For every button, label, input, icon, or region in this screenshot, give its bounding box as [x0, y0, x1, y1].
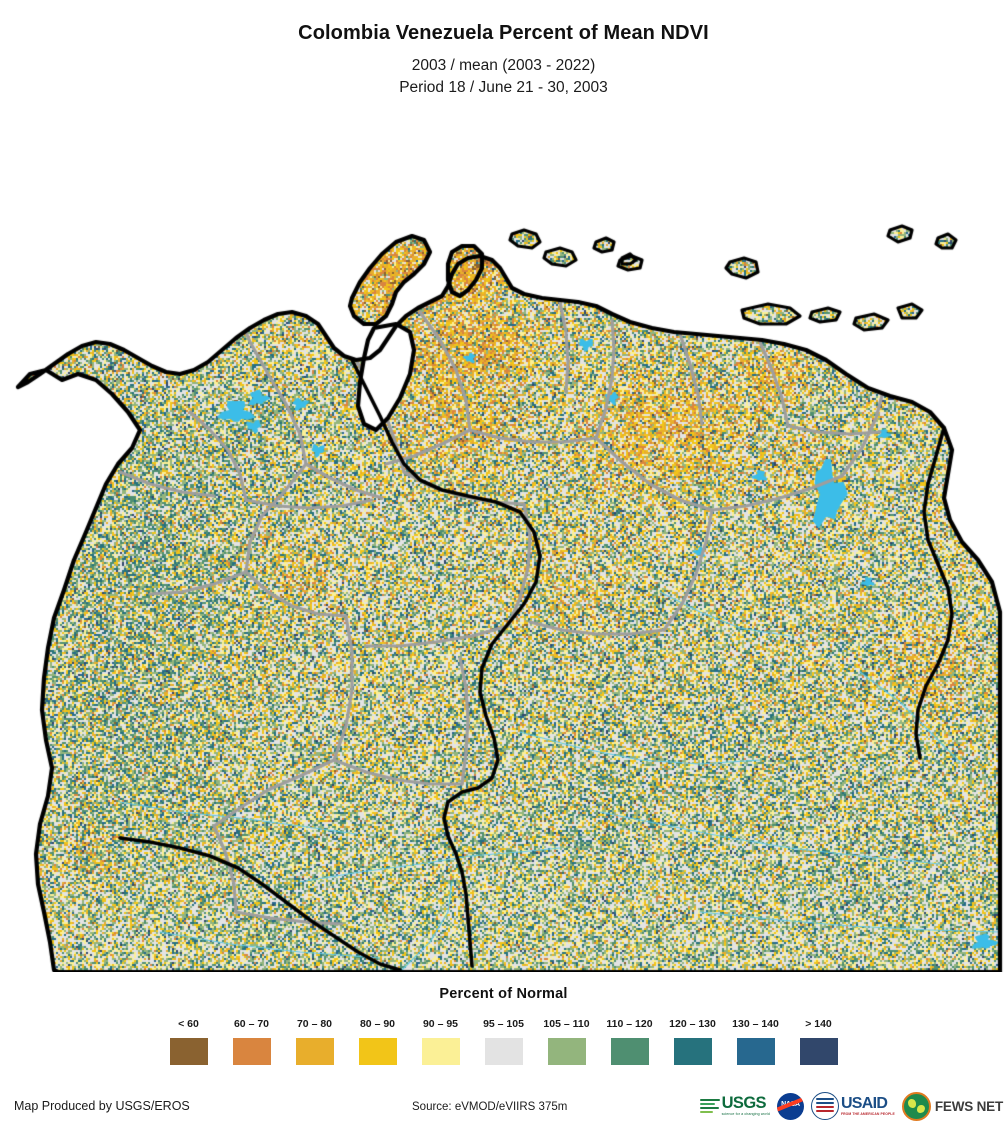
legend-swatch [799, 1038, 838, 1065]
legend-items: < 60 60 – 70 70 – 80 80 – 90 90 – 95 95 – 105… [0, 1018, 1007, 1065]
legend-label: 130 – 140 [732, 1018, 779, 1030]
usgs-wave-icon [699, 1098, 720, 1115]
legend-item: < 60 [157, 1018, 220, 1065]
legend-item: 90 – 95 [409, 1018, 472, 1065]
legend-swatch [358, 1038, 397, 1065]
fewsnet-globe-icon [901, 1091, 931, 1121]
legend-item: 70 – 80 [283, 1018, 346, 1065]
subtitle-period-mean: 2003 / mean (2003 - 2022) [411, 57, 596, 74]
legend-item: 95 – 105 [472, 1018, 535, 1065]
usaid-seal-icon [810, 1092, 839, 1120]
nasa-meatball-icon: NASA [776, 1092, 804, 1120]
legend-item: > 140 [787, 1018, 850, 1065]
legend-swatch [484, 1038, 523, 1065]
legend-swatch [736, 1038, 775, 1065]
legend-label: 120 – 130 [669, 1018, 716, 1030]
legend-label: 95 – 105 [483, 1018, 524, 1030]
legend-item: 80 – 90 [346, 1018, 409, 1065]
usaid-wordmark: USAID [840, 1095, 888, 1113]
fewsnet-wordmark: FEWS NET [934, 1098, 1003, 1114]
logo-row: USGS science for a changing world NASA U… [699, 1089, 1003, 1123]
usaid-tagline: FROM THE AMERICAN PEOPLE [840, 1111, 895, 1116]
legend-label: < 60 [178, 1018, 199, 1030]
credit-produced-by: Map Produced by USGS/EROS [14, 1099, 190, 1113]
legend-label: 90 – 95 [422, 1018, 459, 1030]
fewsnet-logo: FEWS NET [901, 1091, 1003, 1121]
legend-swatch [232, 1038, 271, 1065]
legend-label: 105 – 110 [543, 1018, 590, 1030]
usgs-wordmark: USGS [721, 1094, 767, 1113]
legend-title: Percent of Normal [439, 986, 568, 1002]
legend-label: > 140 [805, 1018, 832, 1030]
legend-item: 110 – 120 [598, 1018, 661, 1065]
legend-swatch [295, 1038, 334, 1065]
usaid-logo: USAID FROM THE AMERICAN PEOPLE [810, 1091, 895, 1121]
legend: Percent of Normal < 60 60 – 70 70 – 80 80 –… [0, 986, 1007, 1065]
legend-label: 60 – 70 [233, 1018, 270, 1030]
legend-label: 110 – 120 [606, 1018, 653, 1030]
legend-item: 60 – 70 [220, 1018, 283, 1065]
ndvi-anomaly-raster[interactable] [0, 112, 1007, 972]
map-viewport[interactable] [0, 112, 1007, 972]
legend-label: 70 – 80 [296, 1018, 333, 1030]
usgs-tagline: science for a changing world [721, 1111, 770, 1116]
usgs-logo: USGS science for a changing world [699, 1091, 770, 1121]
legend-swatch [610, 1038, 649, 1065]
page-title: Colombia Venezuela Percent of Mean NDVI [298, 22, 709, 44]
nasa-logo: NASA [776, 1091, 804, 1121]
legend-swatch [421, 1038, 460, 1065]
legend-swatch [673, 1038, 712, 1065]
credit-source: Source: eVMOD/eVIIRS 375m [412, 1101, 568, 1113]
legend-item: 105 – 110 [535, 1018, 598, 1065]
legend-label: 80 – 90 [359, 1018, 396, 1030]
legend-swatch [547, 1038, 586, 1065]
legend-item: 130 – 140 [724, 1018, 787, 1065]
subtitle-dekad-date: Period 18 / June 21 - 30, 2003 [399, 79, 608, 96]
title-block: Colombia Venezuela Percent of Mean NDVI … [0, 0, 1007, 97]
footer: Map Produced by USGS/EROS Source: eVMOD/… [0, 1085, 1007, 1128]
legend-swatch [169, 1038, 208, 1065]
legend-item: 120 – 130 [661, 1018, 724, 1065]
